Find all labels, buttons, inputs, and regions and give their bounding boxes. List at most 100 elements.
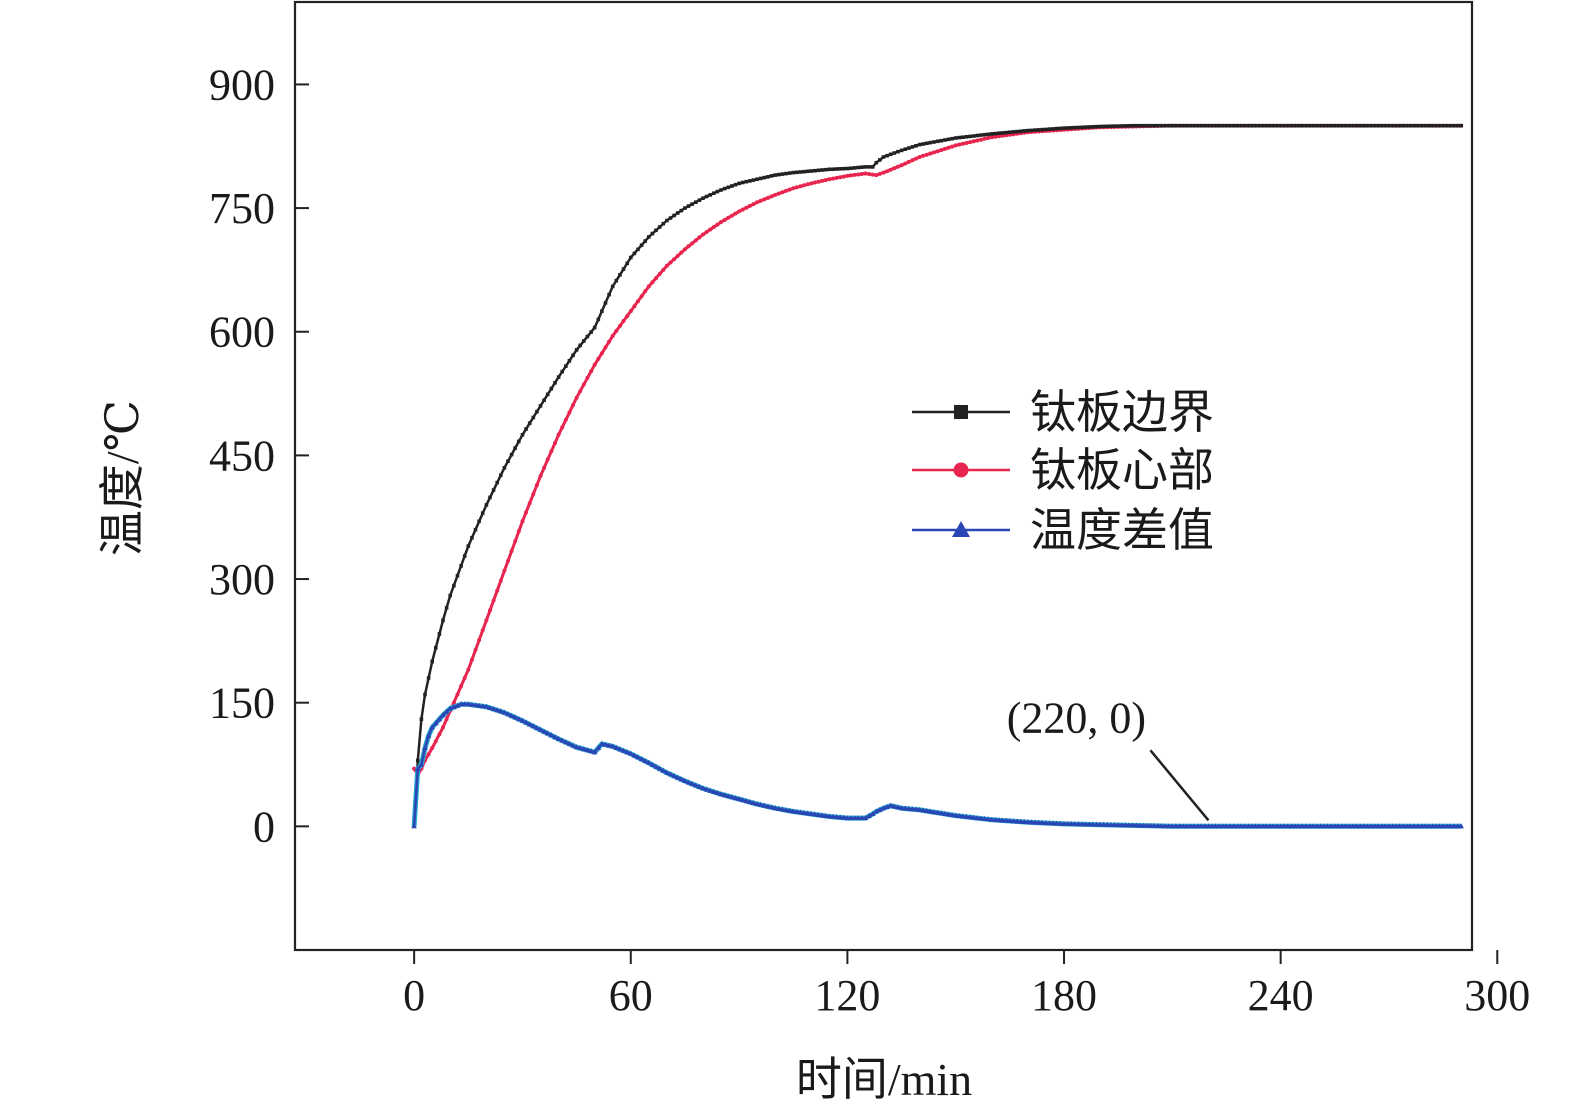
data-point [762, 197, 767, 202]
data-point [440, 712, 446, 718]
data-point [967, 814, 973, 820]
data-point [787, 187, 792, 192]
data-point [1379, 123, 1384, 128]
data-point [1376, 123, 1380, 128]
data-point [997, 134, 1001, 139]
data-point [577, 745, 583, 751]
data-point [502, 568, 507, 573]
data-point [545, 457, 550, 462]
data-point [555, 736, 562, 741]
data-point [461, 701, 468, 707]
data-point [932, 150, 936, 155]
data-point [582, 339, 586, 343]
data-point [1040, 127, 1045, 132]
data-point [458, 701, 464, 707]
data-point [964, 141, 969, 145]
data-point [986, 136, 991, 140]
data-point [1166, 123, 1171, 128]
data-point [621, 267, 626, 271]
data-point [1156, 123, 1160, 128]
data-point [769, 194, 774, 199]
data-point [809, 169, 814, 173]
data-point [625, 261, 629, 266]
data-point [777, 172, 781, 177]
data-point [1155, 823, 1161, 828]
data-point [982, 136, 987, 141]
data-point [549, 386, 554, 391]
data-point [609, 743, 616, 749]
data-point [1227, 823, 1233, 829]
data-point [961, 135, 965, 139]
data-point [484, 618, 489, 623]
data-point [476, 702, 482, 708]
data-point [642, 758, 648, 764]
data-point [950, 136, 954, 141]
data-point [862, 815, 869, 821]
data-point [874, 173, 879, 178]
data-point [1047, 127, 1052, 131]
legend-circle-marker [953, 462, 969, 478]
series-1 [412, 123, 1464, 778]
data-point [842, 166, 846, 171]
data-point [1234, 823, 1241, 829]
legend-label: 温度差值 [1030, 505, 1214, 556]
data-point [719, 188, 723, 192]
data-point [697, 235, 702, 240]
data-point [784, 188, 788, 193]
data-point [852, 172, 857, 177]
data-point [718, 791, 724, 797]
data-point [1434, 123, 1438, 128]
data-point [560, 369, 564, 374]
data-point [538, 474, 543, 478]
y-tick-label: 300 [209, 555, 275, 604]
data-point [488, 608, 492, 613]
data-point [665, 218, 669, 223]
data-point [1306, 823, 1313, 829]
data-point [628, 750, 634, 756]
data-point [465, 701, 472, 707]
data-point [1044, 127, 1048, 132]
data-point [960, 141, 965, 146]
data-point [1369, 123, 1373, 128]
data-point [538, 404, 543, 408]
data-point [1307, 123, 1312, 128]
data-point [437, 732, 442, 737]
series-layer [411, 123, 1464, 829]
data-point [949, 812, 955, 818]
data-point [924, 152, 929, 157]
data-point [851, 815, 858, 821]
data-point [606, 742, 612, 748]
data-point [1111, 822, 1118, 827]
data-point [520, 433, 525, 437]
data-point [971, 814, 977, 820]
data-point [916, 806, 923, 812]
data-point [683, 206, 687, 210]
data-point [544, 730, 551, 736]
data-point [946, 137, 951, 142]
data-point [415, 765, 421, 771]
data-point [433, 739, 438, 744]
data-point [523, 719, 529, 725]
data-point [1129, 822, 1136, 828]
data-point [733, 211, 738, 216]
data-point [852, 166, 857, 170]
data-point [1332, 823, 1338, 829]
data-point [441, 618, 445, 623]
data-point [1180, 823, 1186, 829]
data-point [971, 139, 976, 144]
data-point [798, 170, 803, 174]
data-point [730, 184, 734, 188]
data-point [1163, 123, 1167, 128]
data-point [1357, 823, 1363, 829]
data-point [672, 257, 677, 262]
data-point [1000, 131, 1005, 135]
data-point [1378, 823, 1385, 829]
data-point [1304, 123, 1308, 128]
data-point [646, 284, 651, 289]
data-point [425, 732, 432, 738]
data-point [617, 746, 623, 752]
data-point [910, 145, 915, 149]
data-point [982, 132, 987, 137]
data-point [909, 806, 916, 812]
